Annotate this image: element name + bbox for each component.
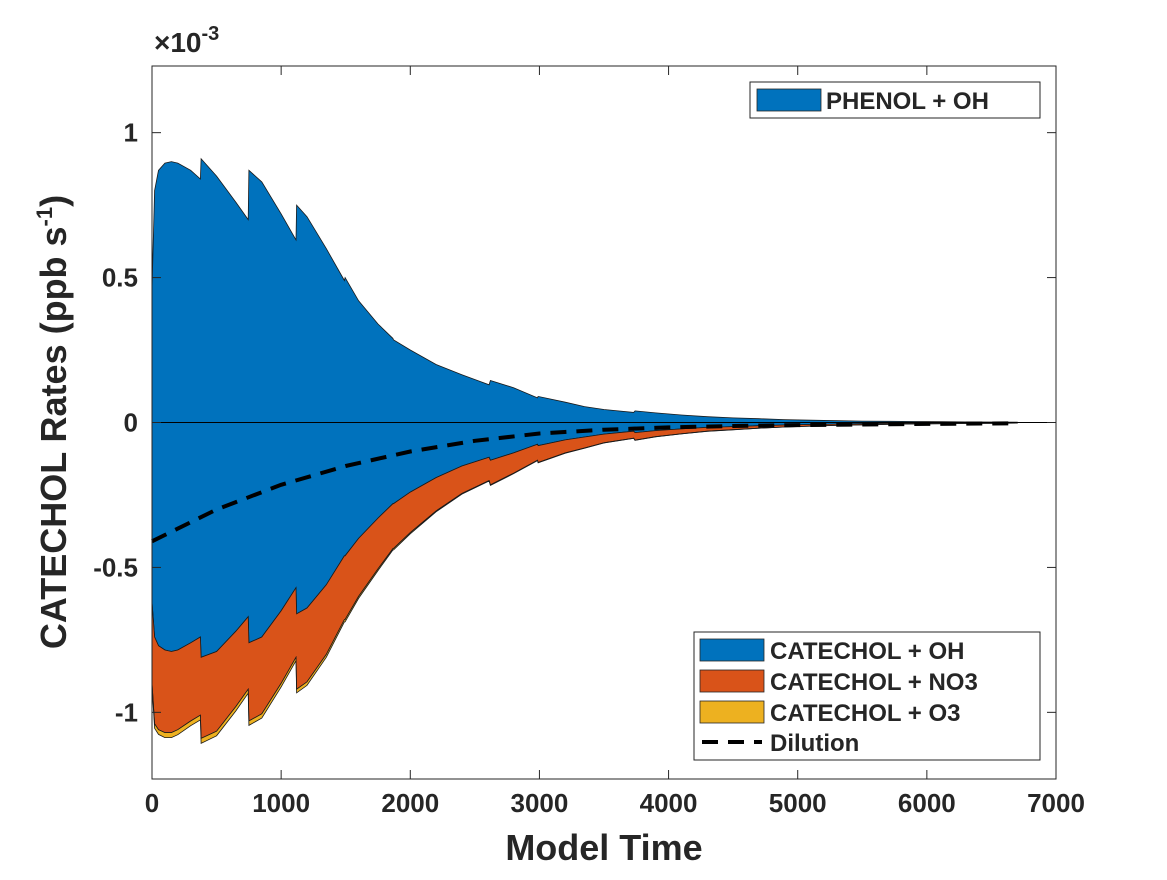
legend-top-swatch: [756, 88, 822, 112]
x-tick-label: 7000: [1027, 788, 1085, 818]
exponent-power: -3: [202, 23, 220, 45]
legend-label-dilution: Dilution: [770, 730, 859, 757]
x-axis-label: Model Time: [505, 827, 702, 868]
legend-label-catechol-oh: CATECHOL + OH: [770, 638, 964, 665]
legend-swatch-catechol-no3: [699, 669, 765, 693]
line-layer: [151, 421, 1056, 544]
line-dilution: [151, 421, 1018, 544]
x-tick-label: 2000: [381, 788, 439, 818]
x-tick-label: 5000: [769, 788, 827, 818]
exponent-label: ×10-3: [154, 23, 219, 58]
y-axis-label: CATECHOL Rates (ppb s-1): [32, 195, 74, 649]
y-axis-label-main: CATECHOL Rates (ppb s: [33, 226, 74, 649]
x-tick-label: 6000: [898, 788, 956, 818]
y-tick-label: -0.5: [93, 552, 138, 582]
legend-top-label: PHENOL + OH: [826, 88, 989, 115]
y-axis-label-close: ): [33, 195, 74, 207]
legend-bottom: CATECHOL + OH CATECHOL + NO3 CATECHOL + …: [693, 631, 1041, 761]
y-tick-label: 0.5: [102, 263, 138, 293]
legend-label-catechol-no3: CATECHOL + NO3: [770, 669, 978, 696]
x-tick-label: 3000: [511, 788, 569, 818]
y-tick-label: -1: [115, 697, 138, 727]
x-tick-label: 4000: [640, 788, 698, 818]
legend-label-catechol-o3: CATECHOL + O3: [770, 700, 960, 727]
y-tick-label: 1: [124, 118, 138, 148]
y-tick-label: 0: [124, 408, 138, 438]
exponent-base: ×10: [154, 27, 202, 58]
y-axis-label-superscript: -1: [32, 207, 57, 227]
tick-layer: 0 1000 2000 3000 4000 5000 6000 7000 -1 -0.5 0 0.5 1: [93, 66, 1085, 818]
legend-swatch-catechol-o3: [699, 700, 765, 724]
x-tick-label: 0: [145, 788, 159, 818]
legend-top: PHENOL + OH: [749, 81, 1041, 119]
legend-swatch-catechol-oh: [699, 638, 765, 662]
x-tick-label: 1000: [252, 788, 310, 818]
